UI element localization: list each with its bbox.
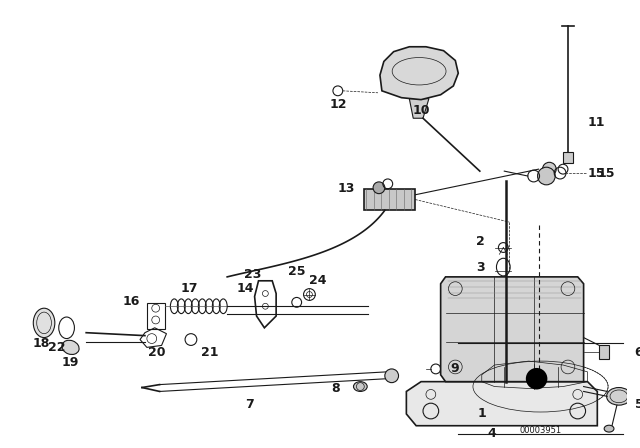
Text: 1: 1 [477,408,486,421]
Text: 20: 20 [148,346,165,359]
Bar [364,189,415,210]
Bar [599,345,609,359]
Bar [563,151,573,163]
Text: 3: 3 [476,261,484,274]
Text: 8: 8 [331,382,340,395]
Ellipse shape [33,308,55,338]
Text: 24: 24 [310,274,327,287]
Circle shape [385,369,399,383]
Text: 4: 4 [487,427,496,440]
Text: 11: 11 [588,116,605,129]
Text: 15: 15 [588,167,605,180]
Polygon shape [380,47,458,99]
Circle shape [373,182,385,194]
Circle shape [526,368,547,389]
Text: 12: 12 [329,98,347,111]
Text: 25: 25 [288,264,305,277]
Ellipse shape [353,382,367,392]
Ellipse shape [607,388,631,405]
Polygon shape [441,277,584,382]
Text: 5: 5 [634,398,640,411]
Text: 6: 6 [634,346,640,359]
Text: 2: 2 [476,235,484,248]
Text: 19: 19 [62,356,79,369]
Text: 13: 13 [337,182,355,195]
Text: 7: 7 [245,398,254,411]
Text: 18: 18 [33,337,50,350]
Text: 00003951: 00003951 [520,426,561,435]
Circle shape [538,167,556,185]
Text: 23: 23 [244,268,261,281]
Text: 14: 14 [237,282,255,295]
Text: 10: 10 [412,104,430,117]
Text: 9: 9 [451,362,459,375]
Polygon shape [406,382,597,426]
Ellipse shape [62,340,79,354]
Text: 15: 15 [597,167,615,180]
Text: 21: 21 [201,346,218,359]
Text: 22: 22 [48,341,65,354]
Polygon shape [410,99,429,118]
Text: 16: 16 [123,295,140,308]
Bar [147,303,164,329]
Text: 17: 17 [180,282,198,295]
Ellipse shape [604,425,614,432]
Circle shape [543,162,556,176]
